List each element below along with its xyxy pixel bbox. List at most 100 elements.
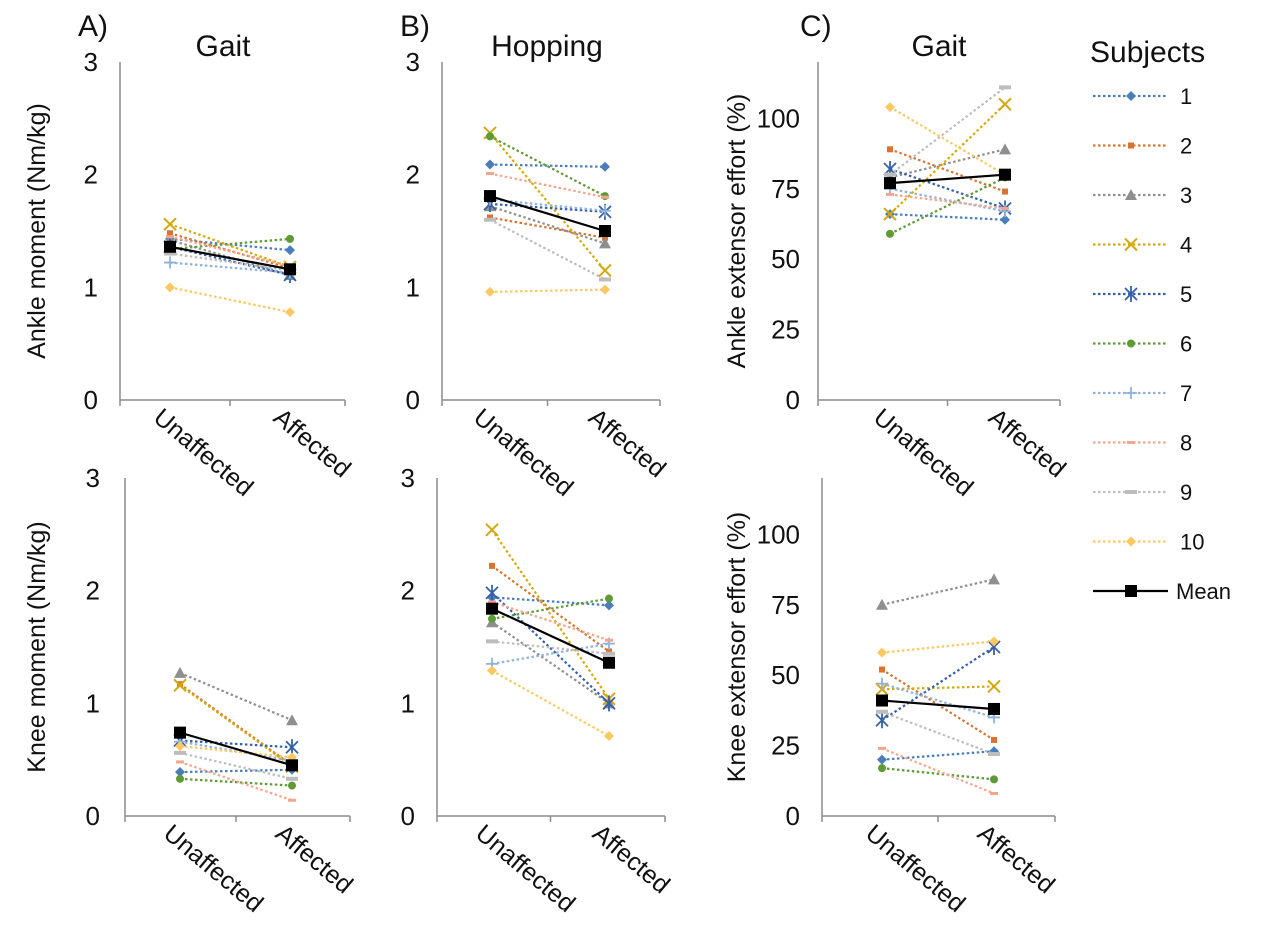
series-line — [889, 187, 1006, 213]
data-point — [999, 85, 1011, 90]
series-line — [179, 731, 293, 767]
x-tick-label: Affected — [983, 403, 1071, 483]
series-line — [489, 163, 606, 168]
series-line — [489, 205, 606, 245]
series-6 — [878, 764, 998, 784]
legend-entry-1: 1 — [1093, 84, 1192, 109]
data-point — [286, 714, 298, 726]
legend-label: 3 — [1180, 183, 1192, 208]
data-point — [599, 237, 611, 249]
y-tick-label: 1 — [84, 272, 98, 302]
panel-1: 0 1 2 3 Unaffected Affected Gait A) Ankle moment… — [23, 10, 356, 502]
data-point — [173, 678, 187, 693]
series-line — [179, 751, 293, 780]
data-point — [602, 695, 616, 712]
legend-entry-5: 5 — [1093, 282, 1192, 307]
data-point — [599, 204, 611, 217]
legend-marker — [1127, 441, 1135, 444]
legend-marker — [1128, 142, 1134, 149]
data-point — [286, 759, 298, 772]
data-point — [999, 168, 1011, 181]
y-axis-label: Ankle moment (Nm/kg) — [23, 103, 51, 359]
series-4 — [883, 97, 1012, 221]
series-line — [491, 669, 610, 737]
legend-label: 7 — [1180, 381, 1192, 406]
series-line — [889, 176, 1006, 235]
data-point — [883, 207, 897, 221]
series-3 — [876, 573, 1000, 610]
legend-entry-8: 8 — [1093, 431, 1192, 456]
series-10 — [877, 636, 999, 658]
data-point — [876, 709, 888, 714]
data-point — [603, 656, 615, 669]
x-tick-label: Unaffected — [468, 403, 578, 502]
data-point — [991, 736, 997, 743]
data-point — [600, 161, 610, 172]
series-line — [881, 640, 995, 654]
data-point — [486, 172, 494, 176]
legend-marker — [1126, 91, 1136, 101]
data-point — [164, 251, 176, 256]
series-line — [169, 252, 291, 272]
legend-entry-7: 7 — [1093, 381, 1192, 406]
data-point — [601, 195, 609, 199]
x-tick-label: Affected — [583, 403, 671, 483]
data-point — [1002, 188, 1008, 195]
data-point — [166, 235, 174, 239]
legend-label: 8 — [1180, 431, 1192, 456]
y-tick-label: 2 — [86, 576, 100, 606]
legend-label: 4 — [1180, 233, 1192, 258]
data-point — [286, 234, 294, 243]
series-line — [489, 198, 606, 212]
data-point — [604, 600, 614, 611]
series-line — [491, 621, 610, 705]
data-point — [886, 229, 894, 238]
series-line — [881, 699, 995, 711]
data-point — [605, 594, 613, 603]
data-point — [989, 636, 999, 647]
legend-entry-10: 10 — [1093, 530, 1204, 555]
series-9 — [174, 750, 298, 781]
data-point — [598, 263, 612, 278]
data-point — [488, 600, 496, 604]
data-point — [484, 217, 496, 222]
data-point — [486, 602, 498, 615]
data-point — [164, 256, 176, 269]
legend-marker — [1125, 490, 1137, 494]
series-line — [169, 235, 291, 267]
data-point — [599, 225, 611, 237]
series-line — [889, 86, 1006, 176]
series-line — [881, 685, 995, 691]
legend-marker — [1125, 387, 1137, 399]
legend: Subjects 1 2 3 4 5 6 7 8 9 10 Mean — [1090, 36, 1231, 604]
series-mean — [484, 190, 611, 237]
data-point — [1001, 206, 1009, 210]
series-10 — [885, 102, 1010, 180]
y-tick-label: 3 — [406, 47, 420, 77]
panel-5: 0 1 2 3 Unaffected Affected — [401, 463, 676, 918]
x-tick-label: Affected — [972, 819, 1060, 899]
legend-label: 5 — [1180, 282, 1192, 307]
x-tick-label: Affected — [270, 819, 358, 899]
x-tick-label: Unaffected — [158, 819, 268, 918]
x-tick-label: Unaffected — [860, 819, 970, 918]
series-8 — [878, 746, 998, 795]
legend-marker — [1124, 286, 1138, 302]
series-line — [179, 760, 293, 802]
y-tick-label: 0 — [786, 385, 800, 415]
data-point — [599, 277, 611, 282]
series-4 — [485, 523, 616, 706]
data-point — [285, 245, 295, 256]
x-tick-label: Affected — [268, 403, 356, 483]
y-tick-label: 0 — [84, 385, 98, 415]
series-6 — [176, 774, 296, 790]
series-3 — [484, 200, 611, 249]
y-tick-label: 75 — [771, 590, 800, 620]
series-3 — [174, 666, 298, 726]
y-tick-label: 3 — [86, 463, 100, 493]
y-tick-label: 0 — [86, 801, 100, 831]
data-point — [486, 639, 498, 644]
data-point — [876, 677, 888, 690]
